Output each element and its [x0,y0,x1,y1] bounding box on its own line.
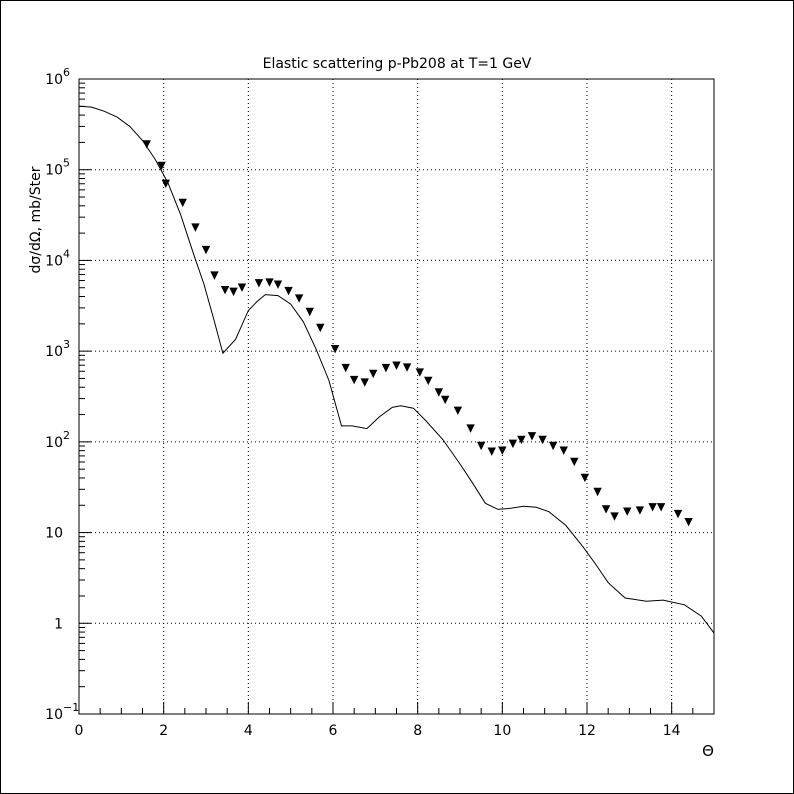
y-tick-exponent: 3 [63,338,70,351]
data-point [305,307,314,317]
data-point [476,441,486,451]
data-point [548,441,558,451]
y-tick-label: 10 [45,72,63,88]
x-tick-label: 12 [578,723,596,739]
data-point [392,361,401,370]
data-point [284,286,293,296]
y-tick-exponent: −1 [63,701,79,714]
chart-title: Elastic scattering p-Pb208 at T=1 GeV [263,56,532,72]
y-tick-exponent: 2 [63,429,70,442]
data-point [487,447,496,456]
x-tick-label: 4 [244,723,253,739]
data-point [623,507,632,516]
data-point [265,278,274,287]
data-point [254,279,264,288]
data-point [673,509,683,519]
data-point [157,161,166,171]
data-point [453,406,463,415]
data-point [341,363,350,373]
data-point [610,512,619,521]
data-point [191,223,200,232]
data-point [498,446,507,455]
theory-curve-line [78,105,715,634]
theory-curve [78,105,715,634]
data-point [466,424,475,433]
data-point [440,395,450,405]
y-tick-label: 10 [45,253,63,269]
data-point [142,140,151,149]
data-point [178,198,187,208]
y-tick-label: 10 [45,526,63,542]
x-tick-label: 6 [329,723,338,739]
data-point [559,446,568,455]
y-tick-label: 1 [54,616,63,632]
x-tick-label: 2 [159,723,168,739]
data-point [349,375,359,385]
y-tick-label: 10 [45,163,63,179]
x-tick-label: 10 [493,723,511,739]
data-point [369,369,378,379]
data-point [648,503,657,512]
data-point [508,439,518,449]
data-point [330,345,340,354]
data-point [656,503,666,512]
x-axis-label: Θ [702,742,714,760]
data-point [538,435,547,445]
data-point [237,283,247,292]
data-point [635,506,645,515]
y-tick-label: 10 [45,707,63,723]
data-point [684,518,693,527]
data-point [161,179,170,188]
data-point [360,378,369,387]
x-tick-label: 14 [663,723,681,739]
y-axis-label: dσ/dΩ, mb/Ster [28,166,44,273]
data-point [316,323,325,333]
grid [79,79,714,714]
data-point [415,368,424,377]
y-tick-label: 10 [45,435,63,451]
data-point [517,435,526,445]
axes [78,78,715,715]
data-point [402,363,412,372]
data-point [434,388,444,397]
data-point [273,280,283,289]
y-tick-exponent: 6 [63,66,70,79]
data-point [381,363,391,373]
data-point [294,294,304,303]
data-point [527,432,537,441]
data-point [210,271,219,280]
x-tick-labels: 0 2 4 6 8 10 12 14 [75,723,681,739]
y-tick-label: 10 [45,344,63,360]
data-point [201,245,211,255]
plot-area-border [78,78,715,715]
data-point [601,505,611,514]
data-point [580,473,590,483]
y-tick-exponent: 4 [63,247,70,260]
data-point [570,457,579,467]
data-point [424,376,433,386]
data-point [593,487,602,497]
y-tick-exponent: 5 [63,157,70,170]
data-point [229,287,238,297]
x-tick-label: 0 [75,723,84,739]
data-points [142,140,693,527]
x-tick-label: 8 [413,723,422,739]
data-point [220,285,230,295]
